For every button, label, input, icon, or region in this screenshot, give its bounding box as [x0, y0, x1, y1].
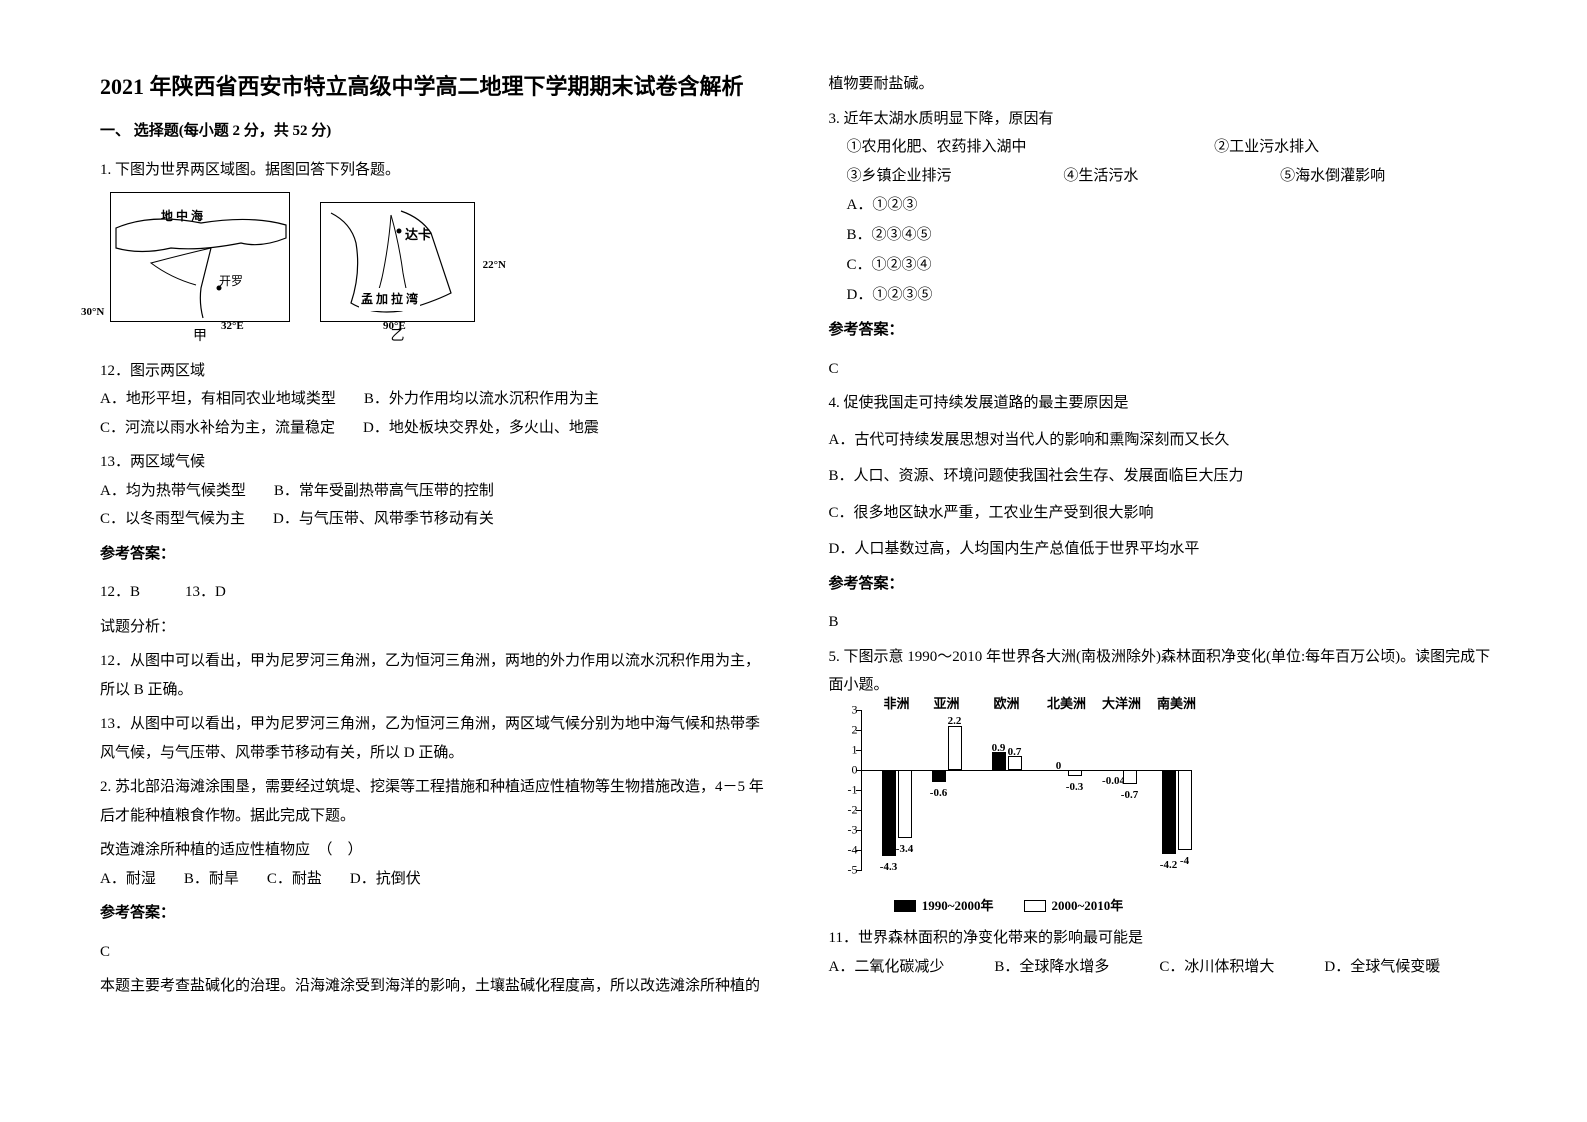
- q1-sub12-row1: A．地形平坦，有相同农业地域类型 B．外力作用均以流水沉积作用为主: [100, 385, 769, 414]
- map1-caption: 甲: [110, 324, 290, 351]
- q1-stem: 1. 下图为世界两区域图。据图回答下列各题。: [100, 156, 769, 185]
- q2-explain: 本题主要考查盐碱化的治理。沿海滩涂受到海洋的影响，土壤盐碱化程度高，所以改选滩涂…: [100, 972, 769, 1001]
- q5-11-b: B．全球降水增多: [994, 953, 1109, 982]
- legend-b: 2000~2010年: [1024, 894, 1124, 919]
- q1-13-c: C．以冬雨型气候为主: [100, 505, 245, 534]
- q3-opts: A．①②③ B．②③④⑤ C．①②③④ D．①②③⑤: [847, 190, 1498, 310]
- q1-a12: 12．从图中可以看出，甲为尼罗河三角洲，乙为恒河三角洲，两地的外力作用以流水沉积…: [100, 647, 769, 704]
- q5-sub11-opts: A．二氧化碳减少 B．全球降水增多 C．冰川体积增大 D．全球气候变暖: [829, 953, 1498, 982]
- q1-13-b: B．常年受副热带高气压带的控制: [274, 477, 494, 506]
- q3-ans: C: [829, 355, 1498, 384]
- q3-n4: ④生活污水: [1063, 162, 1280, 191]
- q2-sub: 改造滩涂所种植的适应性植物应 （ ）: [100, 836, 769, 865]
- map1-svg: [111, 193, 291, 323]
- q1-ans-label: 参考答案：: [100, 540, 769, 569]
- q1-12-b: B．外力作用均以流水沉积作用为主: [364, 385, 599, 414]
- q5-11-c: C．冰川体积增大: [1159, 953, 1274, 982]
- q4-ans: B: [829, 608, 1498, 637]
- q1-sub12-row2: C．河流以雨水补给为主，流量稳定 D．地处板块交界处，多火山、地震: [100, 414, 769, 443]
- q2-explain-cont: 植物要耐盐碱。: [829, 70, 1498, 99]
- q3-n5: ⑤海水倒灌影响: [1280, 162, 1497, 191]
- q1-sub13-row2: C．以冬雨型气候为主 D．与气压带、风带季节移动有关: [100, 505, 769, 534]
- q4-b: B．人口、资源、环境问题使我国社会生存、发展面临巨大压力: [829, 462, 1498, 491]
- q2-opts: A．耐湿 B．耐旱 C．耐盐 D．抗倒伏: [100, 865, 769, 894]
- q3-n1: ①农用化肥、农药排入湖中: [847, 133, 1215, 162]
- q1-sub13: 13．两区域气候: [100, 448, 769, 477]
- map-2: 达卡 孟 加 拉 湾 22°N 90°E: [320, 202, 475, 322]
- q3-n3: ③乡镇企业排污: [847, 162, 1064, 191]
- map-1-wrap: 地 中 海 开罗 30°N 32°E 甲: [110, 192, 290, 351]
- q3-b: B．②③④⑤: [847, 220, 1498, 250]
- section-1-title: 一、 选择题(每小题 2 分，共 52 分): [100, 117, 769, 146]
- q1-a13: 13．从图中可以看出，甲为尼罗河三角洲，乙为恒河三角洲，两区域气候分别为地中海气…: [100, 710, 769, 767]
- q3-ans-label: 参考答案：: [829, 316, 1498, 345]
- map-2-wrap: 达卡 孟 加 拉 湾 22°N 90°E 乙: [320, 202, 475, 351]
- q2-c: C．耐盐: [267, 865, 322, 894]
- map2-city: 达卡: [405, 223, 431, 248]
- q1-13-a: A．均为热带气候类型: [100, 477, 246, 506]
- q5-11-d: D．全球气候变暖: [1324, 953, 1440, 982]
- map1-lat: 30°N: [81, 302, 104, 323]
- map1-city: 开罗: [219, 270, 243, 293]
- q3-c: C．①②③④: [847, 250, 1498, 280]
- q1-12-c: C．河流以雨水补给为主，流量稳定: [100, 414, 335, 443]
- q1-sub13-row1: A．均为热带气候类型 B．常年受副热带高气压带的控制: [100, 477, 769, 506]
- q1-ans: 12．B 13．D: [100, 578, 769, 607]
- q3-a: A．①②③: [847, 190, 1498, 220]
- q5-11-a: A．二氧化碳减少: [829, 953, 945, 982]
- q5-sub11: 11．世界森林面积的净变化带来的影响最可能是: [829, 924, 1498, 953]
- map-1: 地 中 海 开罗 30°N 32°E: [110, 192, 290, 322]
- q3-d: D．①②③⑤: [847, 280, 1498, 310]
- map1-lon: 32°E: [221, 316, 244, 337]
- map2-bay: 孟 加 拉 湾: [359, 288, 420, 311]
- q3-stem: 3. 近年太湖水质明显下降，原因有: [829, 105, 1498, 134]
- map2-lon: 90°E: [383, 316, 406, 337]
- q2-ans: C: [100, 938, 769, 967]
- q1-12-d: D．地处板块交界处，多火山、地震: [363, 414, 599, 443]
- maps-row: 地 中 海 开罗 30°N 32°E 甲: [110, 192, 769, 351]
- map2-lat: 22°N: [483, 255, 506, 276]
- q2-stem: 2. 苏北部沿海滩涂围垦，需要经过筑堤、挖渠等工程措施和种植适应性植物等生物措施…: [100, 773, 769, 830]
- swatch-a: [894, 900, 916, 912]
- left-column: 2021 年陕西省西安市特立高级中学高二地理下学期期末试卷含解析 一、 选择题(…: [100, 70, 769, 1001]
- legend-a-label: 1990~2000年: [922, 894, 994, 919]
- q1-13-d: D．与气压带、风带季节移动有关: [273, 505, 494, 534]
- right-column: 植物要耐盐碱。 3. 近年太湖水质明显下降，原因有 ①农用化肥、农药排入湖中 ②…: [829, 70, 1498, 1001]
- q4-c: C．很多地区缺水严重，工农业生产受到很大影响: [829, 499, 1498, 528]
- q1-sub12: 12．图示两区域: [100, 357, 769, 386]
- q3-nums-row2: ③乡镇企业排污 ④生活污水 ⑤海水倒灌影响: [847, 162, 1498, 191]
- q4-d: D．人口基数过高，人均国内生产总值低于世界平均水平: [829, 535, 1498, 564]
- swatch-b: [1024, 900, 1046, 912]
- chart-legend: 1990~2000年 2000~2010年: [829, 894, 1189, 919]
- q2-b: B．耐旱: [184, 865, 239, 894]
- q3-nums-row1: ①农用化肥、农药排入湖中 ②工业污水排入: [847, 133, 1498, 162]
- legend-a: 1990~2000年: [894, 894, 994, 919]
- q2-a: A．耐湿: [100, 865, 156, 894]
- q1-12-a: A．地形平坦，有相同农业地域类型: [100, 385, 336, 414]
- doc-title: 2021 年陕西省西安市特立高级中学高二地理下学期期末试卷含解析: [100, 70, 769, 103]
- q1-analysis-label: 试题分析：: [100, 613, 769, 642]
- q4-a: A．古代可持续发展思想对当代人的影响和熏陶深刻而又长久: [829, 426, 1498, 455]
- legend-b-label: 2000~2010年: [1052, 894, 1124, 919]
- forest-chart: -5-4-3-2-10123非洲亚洲欧洲北美洲大洋洲南美洲-4.3-3.4-0.…: [829, 710, 1189, 890]
- q4-stem: 4. 促使我国走可持续发展道路的最主要原因是: [829, 389, 1498, 418]
- chart-plot: -5-4-3-2-10123非洲亚洲欧洲北美洲大洋洲南美洲-4.3-3.4-0.…: [861, 710, 1189, 870]
- q4-ans-label: 参考答案：: [829, 570, 1498, 599]
- q2-ans-label: 参考答案：: [100, 899, 769, 928]
- q2-d: D．抗倒伏: [350, 865, 421, 894]
- q3-n2: ②工业污水排入: [1214, 133, 1497, 162]
